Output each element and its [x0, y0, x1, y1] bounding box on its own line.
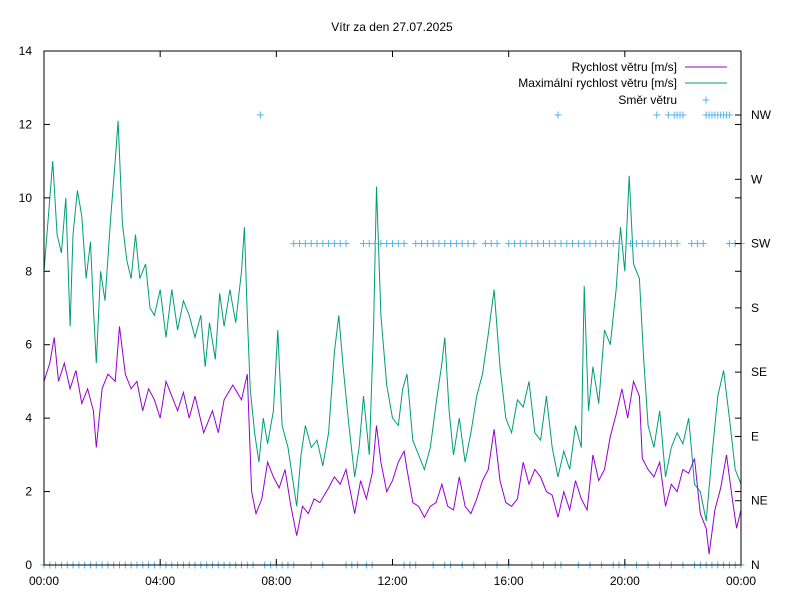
- direction-marker: [725, 111, 733, 119]
- y-tick-label: 10: [19, 191, 33, 205]
- y2-tick-label: S: [751, 301, 759, 315]
- x-tick-label: 16:00: [494, 574, 524, 588]
- direction-marker: [470, 240, 478, 248]
- y2-tick-label: SE: [751, 365, 767, 379]
- direction-marker: [615, 240, 623, 248]
- x-tick-label: 12:00: [377, 574, 407, 588]
- y2-tick-label: NW: [751, 108, 772, 122]
- direction-marker: [256, 111, 264, 119]
- legend: Rychlost větru [m/s] Maximální rychlost v…: [518, 60, 727, 107]
- direction-marker: [554, 111, 562, 119]
- series-line-gust: [43, 120, 742, 521]
- direction-marker: [493, 240, 501, 248]
- y2-tick-label: E: [751, 429, 759, 443]
- legend-label: Rychlost větru [m/s]: [572, 60, 677, 74]
- y2-tick-label: N: [751, 558, 760, 572]
- series-line-speed: [43, 326, 742, 555]
- y-tick-label: 4: [25, 411, 32, 425]
- y-tick-label: 8: [25, 264, 32, 278]
- chart-title: Vítr za den 27.07.2025: [331, 20, 453, 34]
- y-tick-label: 14: [19, 44, 33, 58]
- legend-entry-speed: Rychlost větru [m/s]: [572, 60, 727, 74]
- y-tick-label: 6: [25, 338, 32, 352]
- x-tick-label: 08:00: [261, 574, 291, 588]
- direction-marker: [699, 240, 707, 248]
- y2-tick-label: W: [751, 172, 763, 186]
- y-tick-label: 12: [19, 117, 33, 131]
- x-tick-label: 00:00: [726, 574, 756, 588]
- y-tick-label: 0: [25, 558, 32, 572]
- x-tick-label: 00:00: [29, 574, 59, 588]
- y2-tick-label: NE: [751, 494, 768, 508]
- direction-marker: [673, 240, 681, 248]
- x-tick-label: 20:00: [610, 574, 640, 588]
- axes: 0 2 4 6 8 10 12 14 N NE E SE S SW W NW 00:00 04:00 08:00 12…: [19, 44, 772, 588]
- legend-entry-direction: Směr větru: [618, 93, 710, 107]
- legend-label: Směr větru: [618, 93, 677, 107]
- legend-label: Maximální rychlost větru [m/s]: [518, 76, 677, 90]
- direction-marker: [400, 240, 408, 248]
- x-tick-label: 04:00: [145, 574, 175, 588]
- direction-marker: [653, 111, 661, 119]
- y-tick-label: 2: [25, 485, 32, 499]
- direction-marker: [679, 111, 687, 119]
- y2-tick-label: SW: [751, 237, 771, 251]
- direction-marker: [342, 240, 350, 248]
- legend-entry-gust: Maximální rychlost větru [m/s]: [518, 76, 727, 90]
